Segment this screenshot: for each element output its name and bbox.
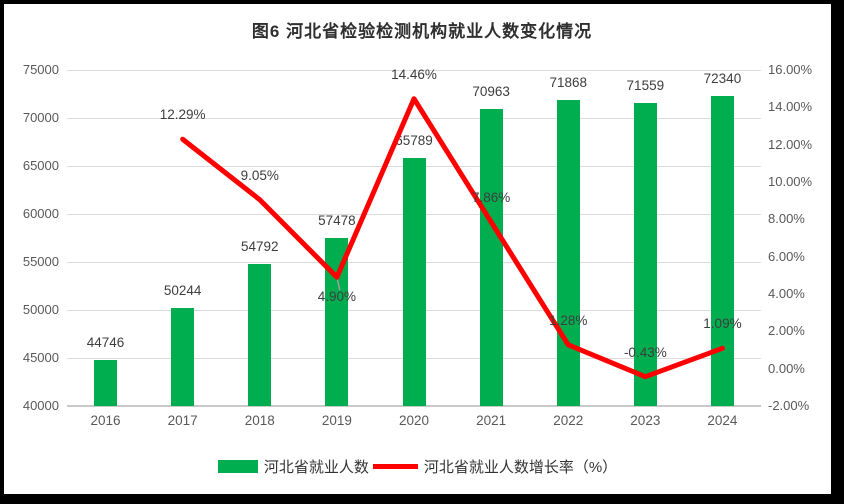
line-label-2018: 9.05% xyxy=(240,167,279,183)
label-leader-line xyxy=(336,279,341,291)
y-axis-right-tick: 6.00% xyxy=(768,248,805,264)
y-axis-left-tick: 50000 xyxy=(22,302,59,317)
y-axis-right-tick: 14.00% xyxy=(768,99,813,115)
gridline xyxy=(67,69,761,71)
legend-line-swatch-icon xyxy=(372,464,418,469)
y-axis-right-tick: 8.00% xyxy=(768,211,805,227)
legend: 河北省就业人数 河北省就业人数增长率（%） xyxy=(4,456,831,477)
x-axis-label-2023: 2023 xyxy=(630,413,661,428)
bar-2020 xyxy=(402,158,426,406)
bar-2024 xyxy=(710,95,734,406)
y-axis-left-tick: 40000 xyxy=(22,398,59,413)
chart-title: 图6 河北省检验检测机构就业人数变化情况 xyxy=(251,22,593,41)
bar-2018 xyxy=(248,263,272,406)
bar-label-2016: 44746 xyxy=(86,335,125,351)
y-axis-right-tick: 16.00% xyxy=(768,62,813,77)
y-axis-right-tick: 4.00% xyxy=(768,286,805,301)
bar-label-2022: 71868 xyxy=(549,75,587,91)
bar-2016 xyxy=(94,360,118,406)
line-label-2022: 1.28% xyxy=(549,312,588,328)
gridline xyxy=(67,117,761,119)
y-axis-left-tick: 60000 xyxy=(22,206,59,221)
bar-2022 xyxy=(556,100,580,406)
bar-label-2020: 65789 xyxy=(395,133,433,149)
line-label-2024: 1.09% xyxy=(703,316,742,332)
x-axis-label-2020: 2020 xyxy=(398,413,430,428)
y-axis-left-tick: 65000 xyxy=(22,158,59,173)
gridline xyxy=(67,405,761,407)
line-label-2020: 14.46% xyxy=(391,66,437,82)
bar-label-2017: 50244 xyxy=(163,282,202,298)
bar-2017 xyxy=(171,307,195,406)
legend-bar-swatch-icon xyxy=(217,460,258,473)
line-label-2019: 4.90% xyxy=(317,289,357,305)
y-axis-right-tick: 10.00% xyxy=(768,174,813,189)
bar-2019 xyxy=(325,238,349,406)
y-axis-left-tick: 55000 xyxy=(22,254,59,269)
bar-2021 xyxy=(479,108,503,406)
x-axis-label-2016: 2016 xyxy=(90,413,121,428)
y-axis-right-tick: -2.00% xyxy=(768,398,810,413)
y-axis-right-tick: 12.00% xyxy=(768,136,813,152)
x-axis-label-2018: 2018 xyxy=(244,413,275,428)
y-axis-left-tick: 75000 xyxy=(22,62,59,77)
bar-label-2021: 70963 xyxy=(472,83,510,99)
line-label-2021: 7.86% xyxy=(471,189,511,205)
x-axis-label-2022: 2022 xyxy=(553,413,584,428)
line-label-2023: -0.43% xyxy=(623,344,667,360)
bar-2023 xyxy=(633,103,657,406)
bar-label-2023: 71559 xyxy=(626,78,665,94)
bar-label-2024: 72340 xyxy=(703,70,742,86)
bar-label-2018: 54792 xyxy=(240,238,279,254)
y-axis-left-tick: 70000 xyxy=(22,110,59,125)
line-label-2017: 12.29% xyxy=(159,107,206,123)
legend-bar-label: 河北省就业人数 xyxy=(263,459,369,476)
bar-label-2019: 57478 xyxy=(318,213,356,229)
y-axis-right-tick: 0.00% xyxy=(768,360,805,376)
x-axis-label-2024: 2024 xyxy=(707,413,738,428)
x-axis-label-2017: 2017 xyxy=(167,413,198,428)
growth-line xyxy=(180,96,725,380)
y-axis-left-tick: 45000 xyxy=(22,350,59,365)
y-axis-right-tick: 2.00% xyxy=(768,323,805,339)
x-axis-label-2021: 2021 xyxy=(476,413,507,428)
x-axis-label-2019: 2019 xyxy=(321,413,352,428)
legend-line-label: 河北省就业人数增长率（%） xyxy=(423,459,618,476)
